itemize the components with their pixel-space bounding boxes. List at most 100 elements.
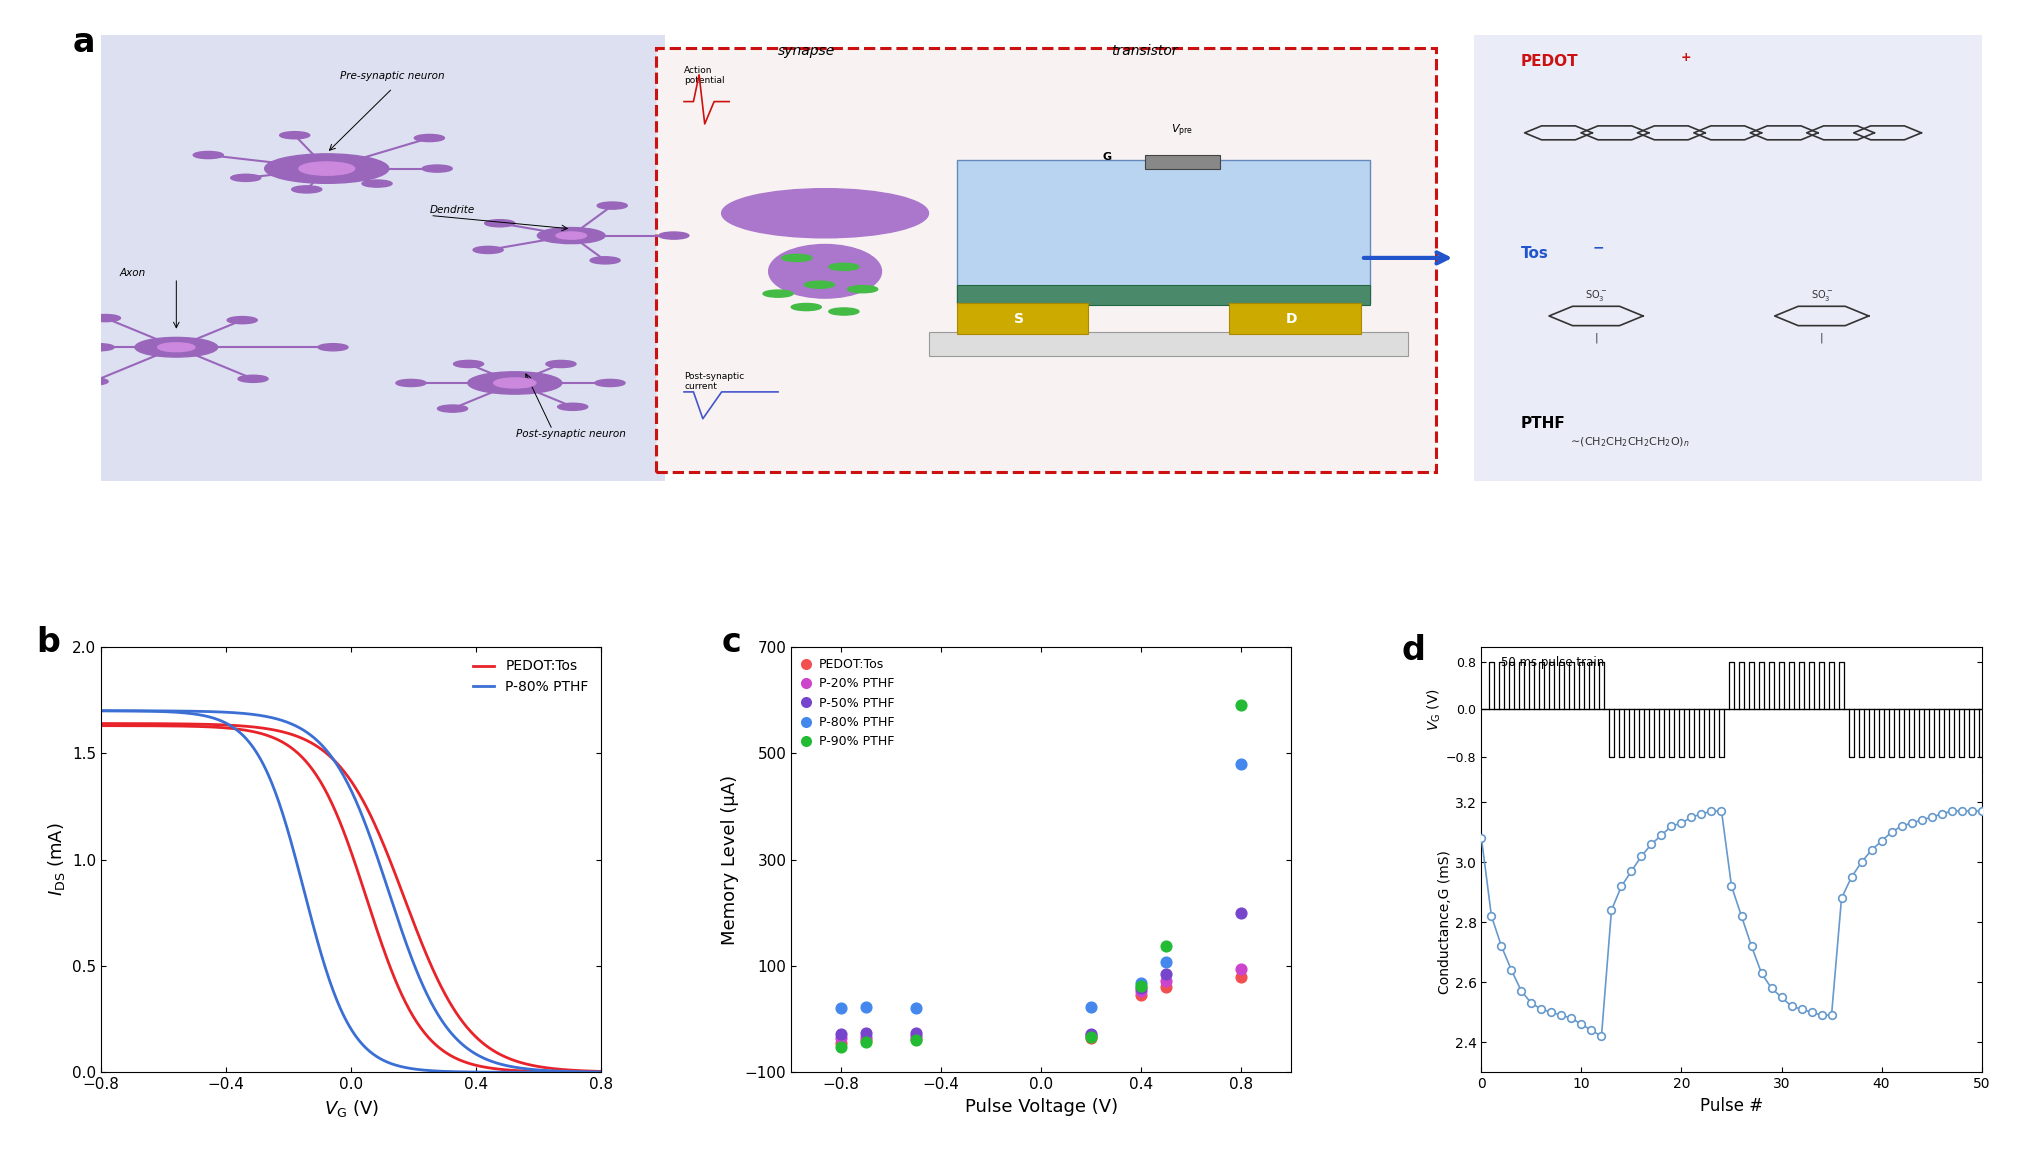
X-axis label: Pulse #: Pulse # [1701,1097,1763,1115]
P-80% PTHF [825,1000,857,1018]
Circle shape [594,379,625,386]
Text: 50 ms pulse train: 50 ms pulse train [1502,656,1605,669]
Legend: PEDOT:Tos, P-20% PTHF, P-50% PTHF, P-80% PTHF, P-90% PTHF: PEDOT:Tos, P-20% PTHF, P-50% PTHF, P-80%… [797,653,900,753]
P-80% PTHF [900,1000,932,1018]
P-50% PTHF [1151,965,1183,984]
Text: c: c [722,626,740,658]
P-50% PTHF [900,1024,932,1042]
Bar [956,302,1088,334]
Bar [928,332,1407,356]
P-80% PTHF [1225,755,1258,774]
Text: transistor: transistor [1112,44,1179,58]
P-50% PTHF [1076,1025,1108,1043]
Text: Action
potential: Action potential [683,66,724,85]
P-20% PTHF [849,1027,882,1046]
P-90% PTHF [1225,696,1258,715]
P-90% PTHF [1151,936,1183,955]
Circle shape [231,174,261,181]
Circle shape [485,220,516,227]
Circle shape [415,135,445,142]
P-50% PTHF [825,1025,857,1043]
Text: D: D [1286,311,1298,325]
Circle shape [590,257,621,264]
PEDOT:Tos [1151,978,1183,996]
Ellipse shape [768,244,882,299]
Circle shape [239,375,269,383]
Text: synapse: synapse [778,44,835,58]
Circle shape [194,151,222,159]
Circle shape [437,405,467,412]
Text: a: a [73,25,95,59]
Text: Pre-synaptic neuron: Pre-synaptic neuron [340,71,445,81]
Y-axis label: $V_{\rm G}$ (V): $V_{\rm G}$ (V) [1426,688,1444,731]
Circle shape [317,344,348,351]
Circle shape [291,186,321,193]
Circle shape [791,303,821,310]
Text: Post-synaptic neuron: Post-synaptic neuron [516,429,627,438]
X-axis label: Pulse Voltage (V): Pulse Voltage (V) [964,1098,1118,1116]
Circle shape [279,131,309,138]
Y-axis label: $I_{\rm DS}$ (mA): $I_{\rm DS}$ (mA) [47,823,67,896]
P-20% PTHF [1124,982,1157,1001]
Text: d: d [1401,634,1426,668]
PEDOT:Tos [1076,1028,1108,1047]
Bar [1144,156,1219,168]
Circle shape [596,202,627,209]
Circle shape [556,232,586,239]
PEDOT:Tos [825,1034,857,1053]
Circle shape [79,378,107,385]
Circle shape [659,232,690,239]
Text: Dendrite: Dendrite [431,205,475,216]
Circle shape [493,378,536,389]
Circle shape [829,263,859,271]
P-90% PTHF [900,1031,932,1049]
Legend: PEDOT:Tos, P-80% PTHF: PEDOT:Tos, P-80% PTHF [467,654,594,700]
Circle shape [453,361,483,368]
P-80% PTHF [1124,974,1157,993]
P-80% PTHF [849,998,882,1017]
Text: $V_{\rm pre}$: $V_{\rm pre}$ [1171,122,1193,138]
Bar [956,285,1371,304]
Text: −: − [1591,240,1603,254]
PEDOT:Tos [849,1031,882,1049]
Circle shape [299,161,354,175]
P-20% PTHF [1076,1026,1108,1045]
Bar [655,48,1436,473]
PEDOT:Tos [1225,967,1258,986]
P-20% PTHF [1151,972,1183,990]
Text: G: G [1102,152,1112,161]
Circle shape [265,153,388,183]
Circle shape [85,344,113,351]
PEDOT:Tos [900,1030,932,1048]
Text: |: | [1593,332,1597,344]
P-50% PTHF [1124,979,1157,997]
Circle shape [783,255,813,262]
Circle shape [158,342,194,352]
P-80% PTHF [1151,952,1183,971]
Circle shape [829,308,859,315]
Circle shape [805,281,835,288]
Circle shape [91,315,121,322]
Text: +: + [1680,52,1690,65]
Text: SO$_3^-$: SO$_3^-$ [1810,288,1832,303]
P-20% PTHF [825,1028,857,1047]
P-20% PTHF [900,1026,932,1045]
Circle shape [362,180,392,187]
Circle shape [396,379,427,386]
Text: Tos: Tos [1521,246,1549,261]
Text: |: | [1820,332,1824,344]
Circle shape [546,361,576,368]
Y-axis label: Conductance,G (mS): Conductance,G (mS) [1438,850,1452,994]
Text: Axon: Axon [119,267,146,278]
Text: $\sim\!\left(\mathrm{CH_2CH_2CH_2CH_2O}\right)_n$: $\sim\!\left(\mathrm{CH_2CH_2CH_2CH_2O}\… [1567,436,1690,450]
P-90% PTHF [1076,1027,1108,1046]
P-90% PTHF [849,1033,882,1052]
Bar [1229,302,1361,334]
Circle shape [762,291,793,297]
Circle shape [538,227,605,243]
Y-axis label: Memory Level (μA): Memory Level (μA) [722,775,740,944]
Circle shape [467,371,562,394]
Bar [101,35,665,481]
Circle shape [135,338,218,357]
Circle shape [558,404,588,410]
